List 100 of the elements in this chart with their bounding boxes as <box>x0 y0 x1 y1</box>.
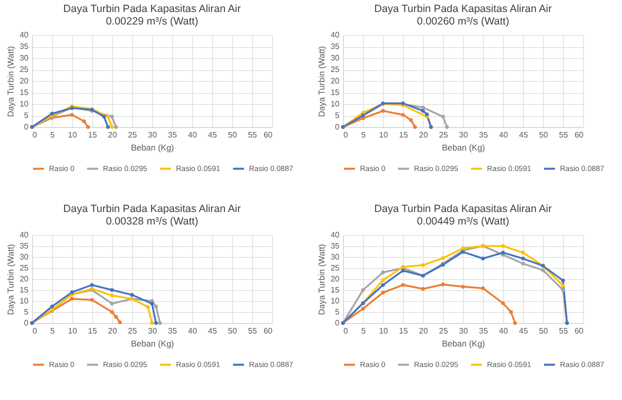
y-tick-label: 40 <box>330 30 340 40</box>
y-tick-label: 40 <box>20 30 30 40</box>
x-tick-label: 45 <box>208 326 218 336</box>
point <box>513 321 517 325</box>
x-tick-label: 40 <box>499 326 508 336</box>
point <box>110 294 114 298</box>
point <box>501 250 505 254</box>
point <box>118 320 122 324</box>
x-tick-label: 45 <box>208 130 218 140</box>
x-tick-label: 50 <box>539 326 548 336</box>
point <box>102 114 106 119</box>
point <box>90 298 94 302</box>
x-tick-label: 5 <box>50 130 56 140</box>
point <box>421 106 425 110</box>
point <box>501 244 505 248</box>
point <box>421 263 425 268</box>
point <box>106 114 110 119</box>
x-tick-label: 5 <box>361 326 366 336</box>
y-tick-label: 40 <box>330 230 340 240</box>
point <box>521 256 525 260</box>
point <box>110 125 114 129</box>
y-tick-label: 30 <box>20 252 30 262</box>
point <box>461 284 465 289</box>
point <box>154 321 158 325</box>
y-tick-label: 20 <box>330 274 340 284</box>
point <box>150 302 154 306</box>
x-tick-label: 10 <box>379 130 388 140</box>
y-tick-label: 40 <box>20 230 30 240</box>
y-tick-label: 25 <box>20 264 30 272</box>
y-axis-title: Daya Turbin (Watt) <box>316 46 327 118</box>
point <box>409 118 413 122</box>
x-tick-label: 30 <box>148 130 158 140</box>
point <box>441 114 445 119</box>
x-tick-label: 60 <box>264 326 274 336</box>
point <box>381 290 385 295</box>
x-tick-label: 20 <box>108 130 118 140</box>
point <box>401 112 405 117</box>
y-tick-label: 20 <box>330 76 340 86</box>
point <box>509 310 513 314</box>
point <box>361 306 365 311</box>
point <box>130 292 134 297</box>
point <box>425 112 429 116</box>
y-tick-label: 20 <box>20 76 30 86</box>
y-tick-label: 0 <box>335 318 340 328</box>
y-axis-title: Daya Turbin (Watt) <box>6 46 16 118</box>
x-tick-label: 35 <box>168 130 178 140</box>
x-tick-label: 55 <box>559 326 568 336</box>
x-axis-title: Beban (Kg) <box>131 142 174 152</box>
point <box>150 321 154 325</box>
x-tick-label: 55 <box>248 326 258 336</box>
point <box>381 109 385 113</box>
y-tick-label: 30 <box>330 54 340 62</box>
x-tick-label: 15 <box>88 130 98 140</box>
y-tick-label: 35 <box>20 242 30 250</box>
x-tick-label: 20 <box>108 326 118 336</box>
y-tick-label: 15 <box>330 286 340 294</box>
x-axis-title: Beban (Kg) <box>442 338 486 348</box>
point <box>146 305 150 309</box>
point <box>481 286 485 290</box>
point <box>461 246 465 250</box>
y-tick-label: 30 <box>20 54 30 62</box>
y-tick-label: 15 <box>20 286 30 294</box>
y-tick-label: 20 <box>20 274 30 284</box>
chart-title: Daya Turbin Pada Kapasitas Aliran Air 0.00260 m³/s (Watt) <box>374 3 552 28</box>
point <box>561 288 565 292</box>
point <box>82 119 86 124</box>
point <box>381 278 385 282</box>
x-tick-label: 20 <box>419 326 428 336</box>
x-axis-title: Beban (Kg) <box>442 142 486 152</box>
y-tick-label: 10 <box>20 100 30 108</box>
y-tick-label: 35 <box>330 42 340 51</box>
x-tick-label: 15 <box>399 130 408 140</box>
x-tick-label: 15 <box>399 326 408 336</box>
point <box>90 283 94 287</box>
point <box>106 125 110 129</box>
point <box>421 109 425 113</box>
y-tick-label: 0 <box>24 318 30 328</box>
x-tick-label: 10 <box>68 326 78 336</box>
point <box>361 288 365 292</box>
point <box>50 304 54 308</box>
point <box>441 282 445 286</box>
point <box>381 283 385 287</box>
y-tick-label: 15 <box>330 88 340 97</box>
y-tick-label: 5 <box>335 308 340 316</box>
point <box>521 250 525 254</box>
point <box>521 262 525 266</box>
y-axis-title: Daya Turbin (Watt) <box>316 244 327 316</box>
point <box>110 114 114 119</box>
x-tick-label: 0 <box>344 326 348 336</box>
x-tick-label: 30 <box>459 326 468 336</box>
y-tick-label: 30 <box>330 252 340 262</box>
point <box>413 125 417 129</box>
x-tick-label: 25 <box>128 130 138 140</box>
x-tick-label: 25 <box>439 326 448 336</box>
point <box>541 268 545 272</box>
x-tick-label: 0 <box>32 326 38 336</box>
y-tick-label: 10 <box>330 100 340 108</box>
y-tick-label: 5 <box>24 308 30 316</box>
x-tick-label: 60 <box>574 326 584 336</box>
x-tick-label: 15 <box>88 326 98 336</box>
